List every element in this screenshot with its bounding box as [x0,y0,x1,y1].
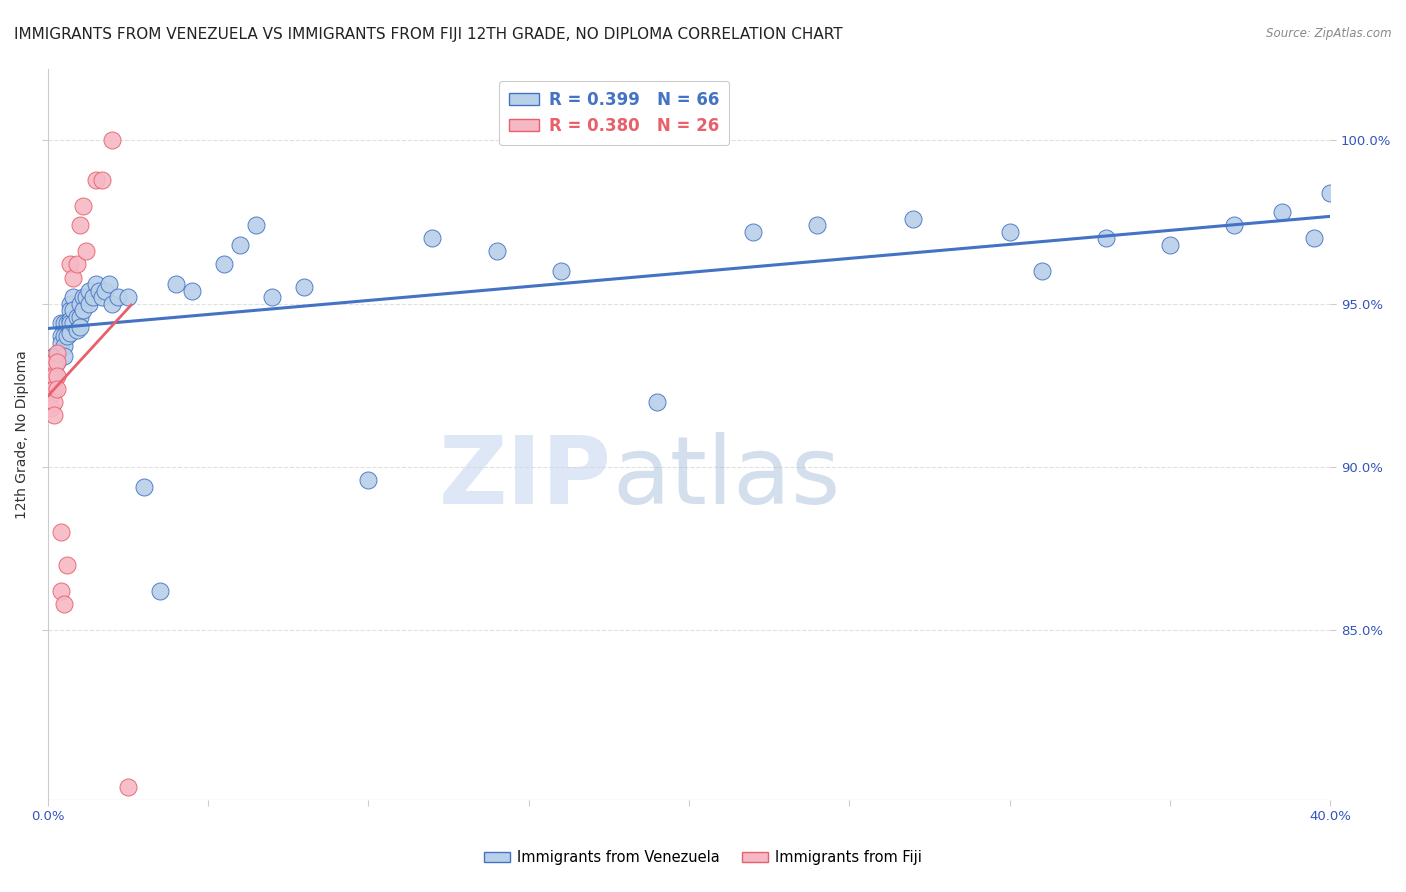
Legend: Immigrants from Venezuela, Immigrants from Fiji: Immigrants from Venezuela, Immigrants fr… [478,845,928,871]
Point [44,382,66,396]
Point [742,225,765,239]
Point [117,290,139,304]
Point [292,280,315,294]
Point [245,219,267,233]
Point [65,257,87,271]
Point [44,408,66,422]
Point [59,296,82,310]
Point [91,172,114,186]
Point [44,394,66,409]
Point [1223,219,1246,233]
Point [645,394,668,409]
Point [1271,205,1294,219]
Point [165,277,187,291]
Point [65,310,87,324]
Point [91,290,114,304]
Point [59,326,82,340]
Point [46,349,69,363]
Point [998,225,1021,239]
Point [59,313,82,327]
Point [46,382,69,396]
Point [101,133,124,147]
Point [59,316,82,330]
Point [94,284,117,298]
Point [1159,238,1181,252]
Point [181,284,204,298]
Point [550,264,572,278]
Point [46,345,69,359]
Point [79,296,101,310]
Point [69,319,91,334]
Point [101,296,124,310]
Point [69,310,91,324]
Point [56,558,79,572]
Point [149,584,172,599]
Point [44,349,66,363]
Point [62,303,84,318]
Point [79,284,101,298]
Text: Source: ZipAtlas.com: Source: ZipAtlas.com [1267,27,1392,40]
Point [84,172,107,186]
Point [97,277,120,291]
Point [229,238,252,252]
Point [1319,186,1341,200]
Point [132,479,155,493]
Y-axis label: 12th Grade, No Diploma: 12th Grade, No Diploma [15,350,30,518]
Point [62,270,84,285]
Point [56,316,79,330]
Point [87,284,110,298]
Point [117,780,139,794]
Point [39,388,62,402]
Point [59,257,82,271]
Point [52,329,75,343]
Point [49,335,72,350]
Point [1303,231,1326,245]
Point [39,401,62,416]
Point [1031,264,1053,278]
Text: atlas: atlas [612,433,841,524]
Point [39,365,62,379]
Point [72,290,94,304]
Point [107,290,129,304]
Point [56,329,79,343]
Legend: R = 0.399   N = 66, R = 0.380   N = 26: R = 0.399 N = 66, R = 0.380 N = 26 [499,80,728,145]
Point [52,316,75,330]
Point [46,355,69,369]
Point [39,375,62,389]
Point [52,597,75,611]
Point [46,368,69,383]
Point [44,362,66,376]
Point [52,349,75,363]
Point [422,231,444,245]
Point [82,290,104,304]
Point [485,244,508,259]
Point [62,290,84,304]
Point [75,244,97,259]
Point [903,211,925,226]
Point [262,290,284,304]
Point [62,316,84,330]
Point [72,303,94,318]
Text: ZIP: ZIP [439,433,612,524]
Point [49,525,72,540]
Point [65,323,87,337]
Point [44,355,66,369]
Point [806,219,828,233]
Point [72,199,94,213]
Point [52,339,75,353]
Point [59,303,82,318]
Point [69,219,91,233]
Text: IMMIGRANTS FROM VENEZUELA VS IMMIGRANTS FROM FIJI 12TH GRADE, NO DIPLOMA CORRELA: IMMIGRANTS FROM VENEZUELA VS IMMIGRANTS … [14,27,842,42]
Point [75,290,97,304]
Point [84,277,107,291]
Point [49,329,72,343]
Point [44,368,66,383]
Point [1094,231,1116,245]
Point [46,355,69,369]
Point [212,257,235,271]
Point [49,316,72,330]
Point [357,473,380,487]
Point [69,296,91,310]
Point [49,584,72,599]
